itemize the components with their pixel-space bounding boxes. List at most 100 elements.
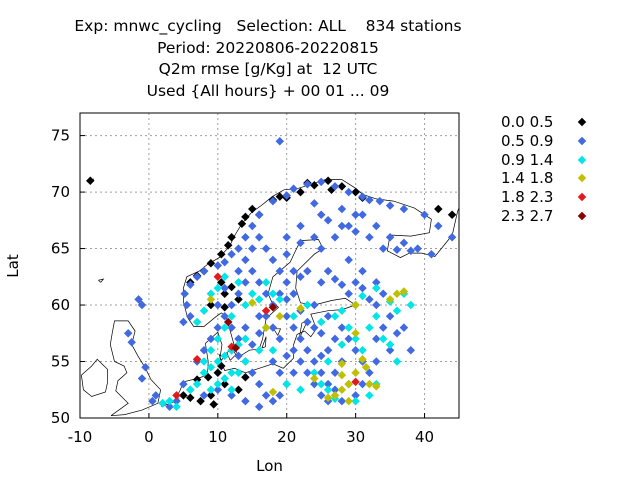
station-point-series-0	[223, 240, 233, 250]
station-point-series-1	[220, 312, 229, 321]
station-point-series-2	[227, 385, 236, 395]
station-point-series-1	[289, 345, 298, 355]
y-tick-label: 60	[51, 296, 70, 314]
station-point-series-0	[434, 204, 443, 214]
station-point-series-2	[261, 278, 271, 287]
station-point-series-1	[351, 391, 360, 400]
station-point-series-1	[227, 391, 236, 400]
legend-entry: 0.0 0.5	[496, 113, 636, 132]
legend-label: 0.0 0.5	[501, 113, 554, 131]
station-point-series-1	[310, 357, 319, 366]
station-point-series-3	[399, 287, 409, 296]
station-point-series-0	[234, 295, 243, 304]
legend-marker	[577, 211, 587, 221]
station-point-series-0	[310, 181, 319, 190]
station-point-series-1	[358, 379, 367, 389]
station-point-series-2	[282, 379, 291, 389]
station-point-series-3	[206, 295, 216, 304]
station-point-series-1	[316, 351, 326, 361]
station-point-series-2	[268, 345, 278, 355]
station-point-series-1	[220, 283, 229, 293]
station-point-series-2	[365, 391, 374, 400]
station-point-series-2	[385, 340, 395, 349]
station-point-series-3	[351, 368, 360, 378]
station-point-series-2	[220, 323, 229, 332]
station-point-series-1	[289, 266, 298, 276]
station-point-series-1	[316, 177, 326, 187]
station-point-series-2	[254, 295, 264, 304]
station-point-series-1	[241, 255, 250, 265]
y-tick-label: 65	[51, 240, 70, 258]
station-point-series-1	[385, 312, 395, 321]
station-point-series-1	[303, 345, 312, 355]
station-point-series-1	[268, 396, 278, 406]
station-point-series-1	[316, 278, 326, 287]
station-point-series-2	[158, 399, 167, 408]
station-point-series-1	[310, 199, 319, 208]
station-point-series-1	[323, 379, 333, 389]
tick-layer: -10 0 10 20 30 40 50 55 60 65 70 75	[51, 127, 434, 446]
station-point-series-0	[196, 396, 205, 406]
station-point-series-2	[241, 357, 250, 366]
station-point-series-2	[316, 317, 326, 327]
station-point-series-1	[323, 345, 333, 355]
station-point-series-1	[392, 329, 402, 338]
station-point-series-1	[220, 257, 229, 267]
station-point-series-0	[275, 192, 285, 201]
station-point-series-1	[275, 136, 285, 146]
station-point-series-1	[275, 334, 285, 344]
station-point-series-1	[344, 187, 353, 197]
station-point-series-1	[241, 233, 250, 242]
station-point-series-1	[378, 244, 388, 253]
station-point-series-1	[303, 368, 312, 378]
station-point-series-0	[323, 176, 333, 186]
station-point-series-1	[254, 312, 264, 321]
station-point-series-1	[234, 351, 243, 361]
station-point-series-1	[234, 244, 243, 253]
station-point-series-1	[316, 391, 326, 400]
station-point-series-1	[337, 323, 347, 332]
station-point-series-3	[261, 323, 271, 332]
station-point-series-1	[254, 329, 264, 338]
station-point-series-1	[213, 261, 223, 270]
station-point-series-3	[358, 355, 367, 364]
station-point-series-5	[223, 317, 233, 327]
y-tick-label: 75	[51, 127, 70, 145]
chart-title-line-3: Q2m rmse [g/Kg] at 12 UTC	[158, 60, 378, 78]
station-point-series-1	[213, 385, 223, 395]
station-point-series-1	[406, 345, 416, 355]
coastline-outline	[272, 328, 282, 336]
legend-marker	[577, 155, 587, 164]
station-point-series-2	[316, 379, 326, 389]
station-point-series-0	[179, 391, 188, 400]
station-point-series-0	[220, 379, 229, 389]
station-point-series-2	[241, 300, 250, 310]
station-point-series-1	[310, 323, 319, 332]
station-point-series-0	[206, 300, 216, 310]
coastline-outline	[109, 320, 161, 417]
station-point-series-2	[199, 368, 209, 378]
station-point-series-5	[268, 303, 278, 312]
station-point-series-1	[248, 368, 257, 378]
station-point-series-1	[330, 182, 340, 191]
station-point-series-0	[86, 176, 95, 186]
station-point-series-1	[316, 368, 326, 378]
station-point-series-1	[248, 244, 257, 253]
station-point-series-2	[344, 323, 353, 332]
station-point-series-1	[358, 210, 367, 219]
station-point-series-2	[337, 340, 347, 349]
station-point-series-0	[227, 233, 236, 242]
station-point-series-2	[268, 289, 278, 298]
station-point-series-1	[289, 184, 298, 193]
station-point-series-1	[282, 233, 291, 242]
station-point-series-1	[351, 278, 360, 287]
station-point-series-2	[392, 306, 402, 315]
station-point-series-1	[148, 396, 157, 406]
station-point-series-1	[330, 334, 340, 344]
station-point-series-1	[365, 295, 374, 304]
station-point-series-1	[261, 312, 271, 321]
station-point-series-2	[220, 374, 229, 383]
station-point-series-1	[337, 280, 347, 289]
station-point-series-1	[385, 233, 395, 242]
station-point-series-2	[303, 300, 312, 310]
